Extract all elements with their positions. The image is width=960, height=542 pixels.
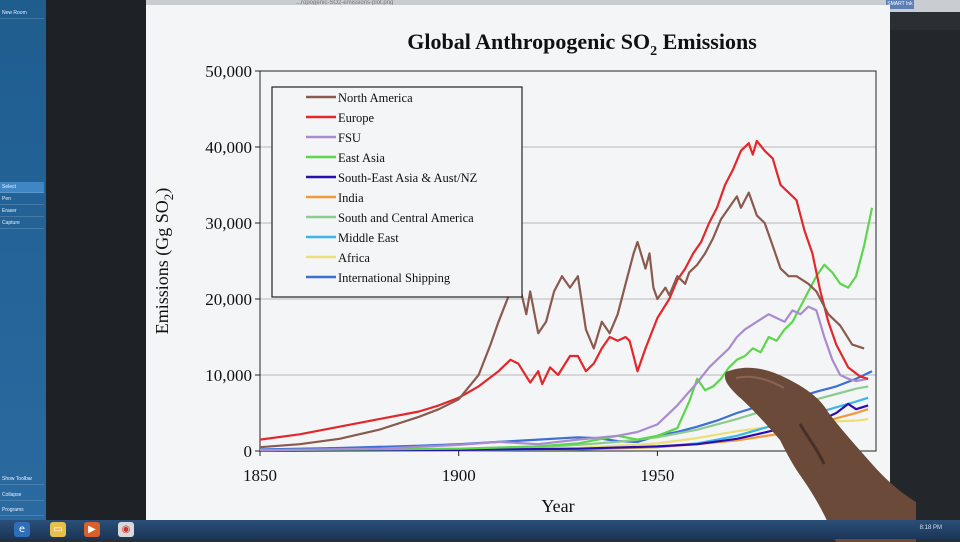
legend-label: South-East Asia & Aust/NZ [338, 171, 477, 185]
dark-margin-left [46, 0, 146, 520]
x-tick-label: 1900 [442, 466, 476, 485]
y-tick-label: 50,000 [205, 62, 252, 81]
dark-margin-right [890, 30, 960, 520]
sidebar-item-programs[interactable]: Programs [0, 505, 44, 516]
x-tick-label: 1850 [243, 466, 277, 485]
y-tick-label: 0 [244, 442, 253, 461]
legend-label: East Asia [338, 151, 385, 165]
legend-label: FSU [338, 131, 361, 145]
ie-icon[interactable]: e [14, 522, 30, 537]
taskbar-clock: 8:18 PM [919, 525, 942, 531]
pointing-hand [724, 367, 916, 542]
sidebar-item-capture[interactable]: Capture [0, 218, 44, 229]
smart-ink-button[interactable]: SMART Ink [886, 0, 914, 9]
sidebar-item-select[interactable]: Select [0, 182, 44, 193]
y-tick-label: 10,000 [205, 366, 252, 385]
plot-frame [259, 70, 877, 452]
chart-slide: 0 10,000 20,000 30,000 40,000 50,000 1850 1900… [146, 5, 890, 520]
series-line [259, 191, 865, 449]
series-line [259, 207, 874, 452]
legend-label: International Shipping [338, 271, 451, 285]
y-tick-labels: 0 10,000 20,000 30,000 40,000 50,000 [205, 62, 260, 461]
x-tick-labels: 1850 1900 1950 [243, 451, 674, 485]
y-axis-label: Emissions (Gg SO2) [152, 188, 176, 335]
media-player-icon[interactable]: ▶ [84, 522, 100, 537]
y-tick-label: 30,000 [205, 214, 252, 233]
taskbar: e ▭ ▶ ◉ 8:18 PM [0, 520, 960, 539]
legend-label: Africa [338, 251, 370, 265]
series-line [259, 402, 869, 452]
legend-label: South and Central America [338, 211, 474, 225]
sidebar-item-eraser[interactable]: Eraser [0, 206, 44, 217]
address-text[interactable]: ...ropogenic-SO2-emissions-plot.png [296, 0, 394, 6]
sidebar-item-new-room[interactable]: New Room [0, 8, 44, 19]
legend-label: North America [338, 91, 413, 105]
sidebar-item-collapse[interactable]: Collapse [0, 490, 44, 501]
series-lines [259, 139, 874, 452]
legend-label: Middle East [338, 231, 399, 245]
legend: North America Europe FSU East Asia South-Eas… [271, 86, 523, 298]
legend-label: India [338, 191, 364, 205]
folder-icon[interactable]: ▭ [50, 522, 66, 537]
x-tick-label: 1950 [640, 466, 674, 485]
series-line [259, 305, 869, 452]
whiteboard-sidebar: New Room Select Pen Eraser Capture Show … [0, 0, 46, 520]
y-tick-label: 20,000 [205, 290, 252, 309]
legend-label: Europe [338, 111, 375, 125]
legend-box [271, 86, 523, 298]
emissions-chart: 0 10,000 20,000 30,000 40,000 50,000 1850 1900… [152, 29, 877, 516]
y-tick-label: 40,000 [205, 138, 252, 157]
x-axis-label: Year [541, 496, 574, 516]
chart-title: Global Anthropogenic SO2 Emissions [407, 29, 757, 59]
chrome-icon[interactable]: ◉ [118, 522, 134, 537]
sidebar-item-pen[interactable]: Pen [0, 194, 44, 205]
series-line [259, 139, 869, 441]
sidebar-item-show-toolbar[interactable]: Show Toolbar [0, 474, 44, 485]
